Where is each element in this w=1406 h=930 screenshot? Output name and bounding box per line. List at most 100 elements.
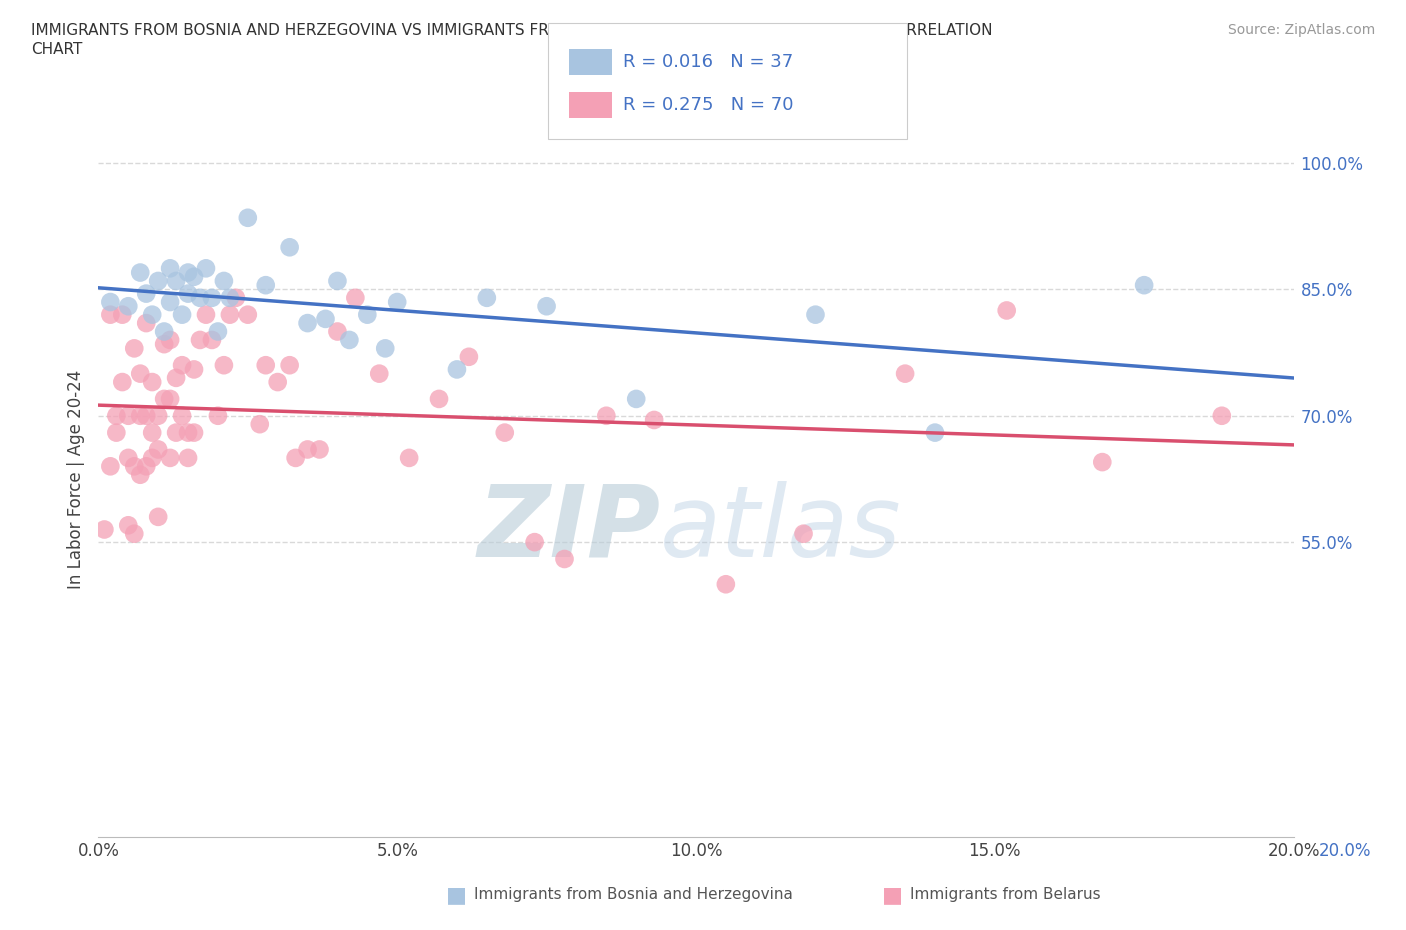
Point [254,278,277,293]
Point [159,261,181,276]
Point [105,425,128,440]
Point [124,458,146,473]
Point [98,295,122,310]
Point [595,408,617,423]
Point [219,290,242,305]
Y-axis label: In Labor Force | Age 20-24: In Labor Force | Age 20-24 [66,369,84,589]
Point [124,341,146,356]
Point [159,392,181,406]
Point [159,450,181,465]
Point [344,290,367,305]
Point [458,350,481,365]
Point [111,375,134,390]
Point [195,307,218,322]
Point [924,425,946,440]
Point [201,290,224,305]
Point [141,307,163,322]
Point [368,366,391,381]
Point [165,370,187,385]
Point [177,450,200,465]
Point [129,366,152,381]
Point [93,522,115,537]
Point [195,261,218,276]
Point [129,265,152,280]
Point [129,408,152,423]
Text: Source: ZipAtlas.com: Source: ZipAtlas.com [1227,23,1375,37]
Point [188,290,211,305]
Point [326,324,349,339]
Point [135,315,157,330]
Point [177,286,200,301]
Point [159,333,181,348]
Text: atlas: atlas [661,481,901,578]
Point [315,312,337,326]
Point [219,307,242,322]
Text: Immigrants from Belarus: Immigrants from Belarus [910,887,1101,902]
Point [267,375,290,390]
Text: 20.0%: 20.0% [1319,842,1371,860]
Point [148,442,170,457]
Point [643,413,665,428]
Point [148,408,170,423]
Point [494,425,516,440]
Point [339,333,361,348]
Point [278,240,301,255]
Point [135,408,157,423]
Point [297,442,319,457]
Text: R = 0.275   N = 70: R = 0.275 N = 70 [623,96,793,113]
Point [297,315,319,330]
Point [165,425,187,440]
Point [1211,408,1233,423]
Point [714,577,737,591]
Point [225,290,247,305]
Point [124,526,146,541]
Point [554,551,576,566]
Point [446,362,468,377]
Point [793,526,815,541]
Point [249,417,271,432]
Point [188,333,211,348]
Point [326,273,349,288]
Point [804,307,827,322]
Point [141,425,163,440]
Point [98,458,122,473]
Point [141,375,163,390]
Point [183,425,205,440]
Point [141,450,163,465]
Point [212,273,235,288]
Point [172,307,194,322]
Point [398,450,420,465]
Point [135,286,157,301]
Point [536,299,558,313]
Text: ■: ■ [883,884,903,905]
Text: R = 0.016   N = 37: R = 0.016 N = 37 [623,53,793,71]
Point [1091,455,1114,470]
Point [1133,278,1156,293]
Point [153,392,176,406]
Point [117,408,139,423]
Point [172,408,194,423]
Point [212,358,235,373]
Point [148,510,170,525]
Point [308,442,330,457]
Point [356,307,378,322]
Point [165,273,187,288]
Point [626,392,648,406]
Point [117,518,139,533]
Point [153,337,176,352]
Point [201,333,224,348]
Text: Immigrants from Bosnia and Herzegovina: Immigrants from Bosnia and Herzegovina [474,887,793,902]
Text: IMMIGRANTS FROM BOSNIA AND HERZEGOVINA VS IMMIGRANTS FROM BELARUS IN LABOR FORCE: IMMIGRANTS FROM BOSNIA AND HERZEGOVINA V… [31,23,993,57]
Point [172,358,194,373]
Point [475,290,498,305]
Point [427,392,450,406]
Point [148,273,170,288]
Text: ■: ■ [447,884,467,905]
Point [177,425,200,440]
Point [385,295,409,310]
Point [374,341,396,356]
Point [111,307,134,322]
Point [105,408,128,423]
Point [117,299,139,313]
Point [207,408,229,423]
